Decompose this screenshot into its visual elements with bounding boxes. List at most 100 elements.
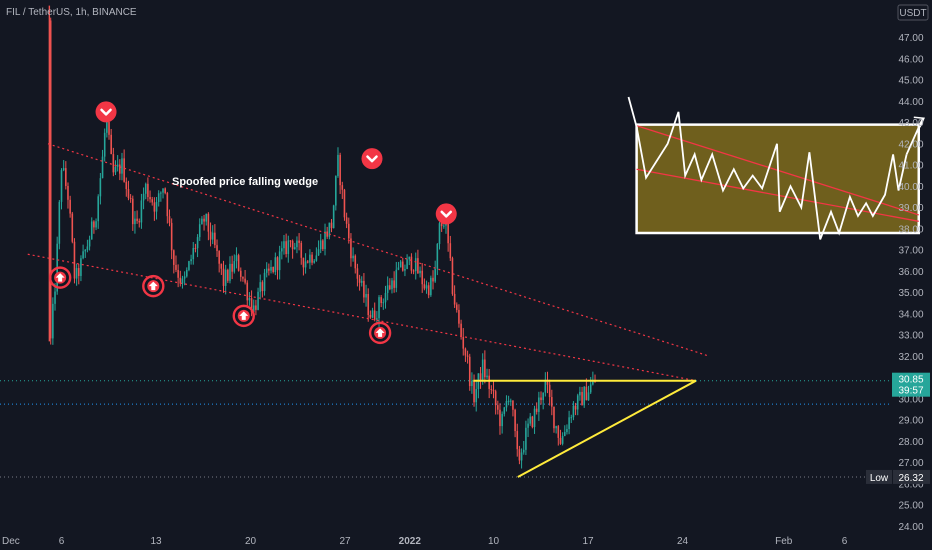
- chevron-down-icon: [100, 108, 112, 116]
- candles: [48, 5, 596, 469]
- candle-body-205: [492, 389, 495, 392]
- candle-body-20: [93, 221, 95, 228]
- chevron-down-icon: [440, 210, 453, 218]
- candle-body-190: [460, 323, 462, 338]
- candle-body-178: [434, 268, 436, 282]
- candle-body-107: [281, 248, 283, 252]
- candle-body-67: [194, 248, 197, 250]
- markers: [48, 101, 457, 345]
- candle-body-101: [268, 268, 270, 271]
- buy-marker-2: [232, 304, 255, 328]
- candle-body-45: [147, 183, 149, 198]
- candle-body-217: [518, 449, 521, 461]
- candle-body-94: [252, 305, 255, 312]
- candle-body-117: [302, 257, 305, 268]
- candle-body-51: [160, 192, 162, 194]
- y-tick-8: 39.00: [898, 203, 923, 214]
- candle-body-182: [443, 225, 445, 227]
- candle-body-119: [306, 261, 309, 263]
- y-tick-21: 26.00: [898, 479, 923, 490]
- candle-body-97: [259, 282, 262, 292]
- candle-body-202: [486, 375, 488, 378]
- candle-body-224: [533, 408, 536, 428]
- sell-marker-circle: [361, 148, 383, 170]
- sell-marker-circle: [435, 203, 457, 225]
- candle-body-241: [570, 417, 573, 419]
- candle-body-174: [425, 285, 428, 289]
- buy-marker-ring: [142, 274, 165, 298]
- currency-badge[interactable]: [897, 4, 929, 21]
- candle-body-54: [166, 193, 169, 217]
- arrow-up-icon: [148, 281, 158, 291]
- buy-marker-ring: [368, 321, 392, 345]
- candle-body-66: [192, 248, 195, 260]
- candle-body-77: [216, 245, 218, 251]
- candle-body-128: [326, 231, 328, 237]
- candle-body-89: [242, 276, 244, 279]
- candle-body-131: [332, 205, 335, 229]
- y-tick-2: 45.00: [898, 76, 923, 87]
- candle-body-231: [548, 384, 551, 398]
- candle-body-148: [369, 314, 372, 318]
- candle-body-87: [237, 255, 240, 271]
- candle-body-192: [464, 348, 467, 356]
- currency-label: USDT: [899, 8, 926, 19]
- candle-body-244: [576, 395, 579, 410]
- y-tick-7: 40.00: [898, 182, 923, 193]
- candle-body-78: [218, 250, 220, 264]
- candle-body-93: [250, 298, 253, 312]
- x-tick-5: 2022: [399, 536, 422, 547]
- candle-body-201: [484, 359, 486, 378]
- buy-marker-3: [368, 321, 392, 345]
- x-tick-1: 6: [59, 536, 65, 547]
- candle-body-84: [231, 263, 233, 272]
- candle-body-228: [542, 392, 544, 401]
- candle-body-230: [546, 379, 549, 385]
- x-tick-2: 13: [150, 536, 162, 547]
- buy-marker-ring: [232, 304, 255, 328]
- y-tick-17: 30.00: [898, 394, 923, 405]
- candle-body-184: [447, 220, 449, 244]
- candle-body-43: [142, 193, 145, 201]
- candle-body-125: [319, 240, 322, 250]
- candle-body-8: [67, 185, 69, 200]
- candle-body-209: [501, 413, 503, 427]
- y-tick-3: 44.00: [898, 97, 923, 108]
- candle-body-134: [339, 154, 341, 186]
- candle-body-29: [112, 154, 115, 173]
- y-tick-19: 28.00: [898, 437, 923, 448]
- x-tick-4: 27: [339, 536, 351, 547]
- candle-body-102: [270, 266, 272, 271]
- candle-body-30: [114, 166, 117, 173]
- candle-body-28: [110, 134, 112, 155]
- y-tick-14: 33.00: [898, 331, 923, 342]
- candle-body-129: [328, 222, 331, 237]
- candle-body-153: [380, 297, 382, 303]
- candle-body-232: [551, 397, 553, 407]
- y-tick-11: 36.00: [898, 267, 923, 278]
- candle-body-250: [589, 384, 592, 393]
- candle-body-48: [153, 202, 156, 212]
- candle-body-56: [170, 222, 173, 251]
- x-axis[interactable]: Dec 6 13 20 27 2022 10 17 24 Feb 6: [2, 536, 848, 547]
- candle-body-239: [566, 429, 568, 433]
- candle-body-18: [88, 239, 91, 247]
- candle-body-9: [69, 199, 71, 214]
- candle-body-40: [136, 218, 138, 221]
- inset-box: [627, 96, 925, 240]
- candle-body-25: [103, 132, 106, 157]
- candle-body-46: [149, 197, 151, 200]
- candle-body-141: [354, 255, 357, 269]
- candle-body-150: [373, 310, 376, 320]
- candle-body-243: [574, 405, 577, 410]
- candle-body-145: [363, 280, 365, 298]
- wedge-lower-line: [27, 253, 697, 382]
- y-tick-13: 34.00: [898, 309, 923, 320]
- x-tick-8: 24: [677, 536, 689, 547]
- candle-body-233: [553, 406, 555, 429]
- candle-body-42: [140, 200, 143, 223]
- candle-body-63: [185, 269, 188, 277]
- candle-body-90: [244, 278, 246, 283]
- candle-body-196: [473, 380, 475, 403]
